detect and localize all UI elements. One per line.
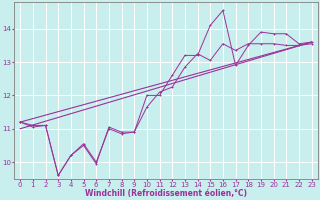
X-axis label: Windchill (Refroidissement éolien,°C): Windchill (Refroidissement éolien,°C)	[85, 189, 247, 198]
